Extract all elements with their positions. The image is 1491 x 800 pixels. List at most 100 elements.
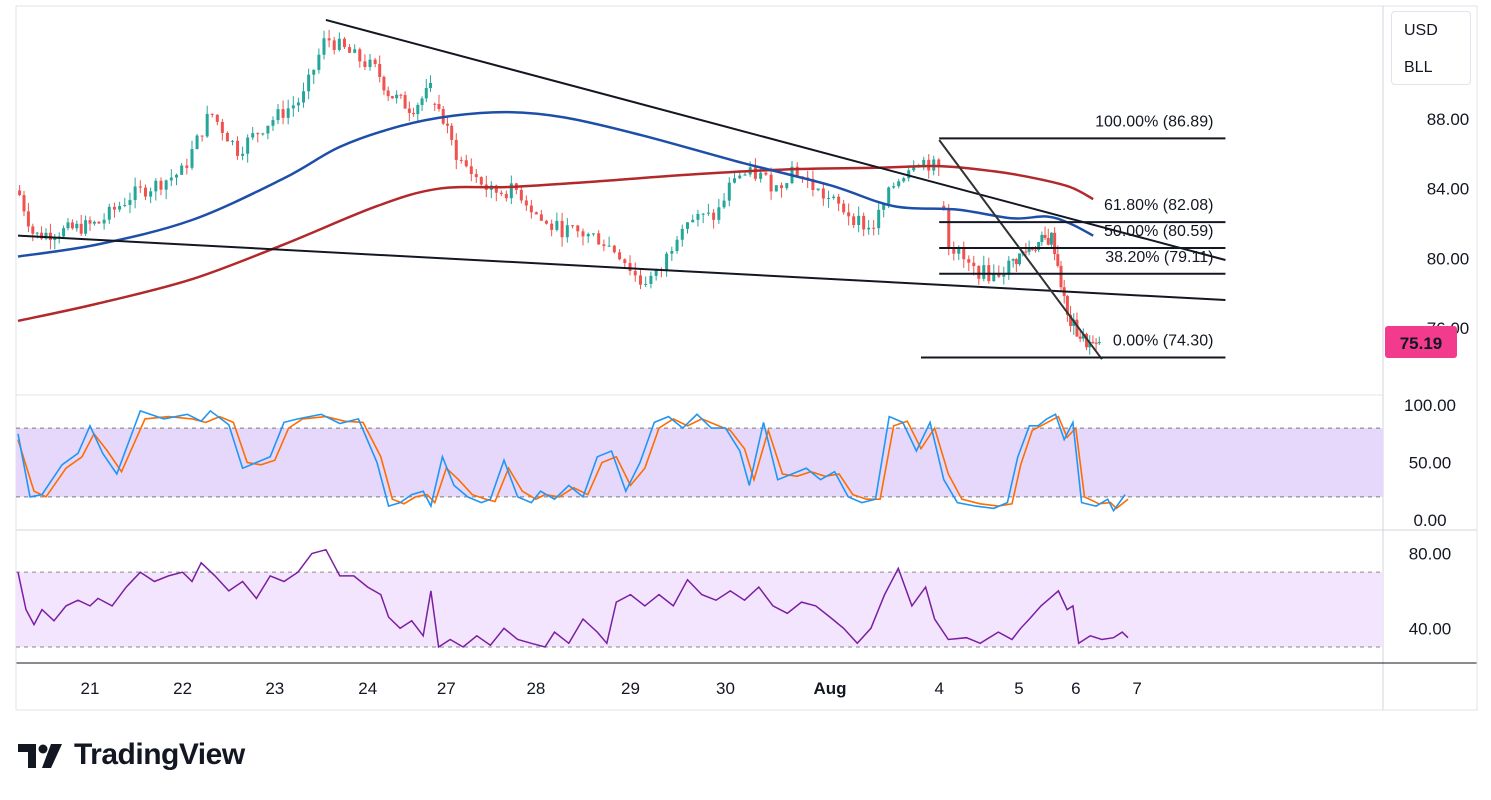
candle-body [633, 270, 637, 276]
indicator-bands [16, 427, 1383, 648]
candle-body [102, 219, 106, 224]
candle-body [1059, 265, 1063, 288]
candle-body [1075, 319, 1079, 337]
candle-body [628, 263, 632, 271]
trendline [938, 139, 1103, 360]
candle-body [317, 54, 321, 70]
candle-body [236, 140, 240, 156]
candle-body [149, 191, 153, 197]
candle-body [867, 227, 871, 230]
candle-body [821, 188, 825, 199]
candle-body [1011, 259, 1015, 261]
candle-body [332, 40, 336, 50]
candle-body [128, 200, 132, 205]
candle-body [1088, 341, 1092, 348]
stoch-tick-label: 0.00 [1413, 511, 1446, 530]
candle-body [571, 225, 575, 227]
candle-body [373, 59, 377, 65]
candle-body [586, 233, 590, 237]
candle-body [420, 98, 424, 105]
candle-body [649, 275, 653, 284]
price-tick-label: 84.00 [1427, 180, 1470, 199]
candle-body [509, 183, 513, 199]
candle-body [544, 220, 548, 224]
candle-body [174, 174, 178, 178]
candle-body [1085, 333, 1089, 348]
candle-body [424, 88, 428, 99]
candle-body [220, 121, 224, 133]
candle-body [22, 195, 26, 212]
candle-body [296, 102, 300, 106]
candle-body [957, 248, 961, 254]
candle-body [872, 227, 876, 229]
brand-name: TradingView [74, 738, 245, 771]
candle-body [499, 192, 503, 194]
candle-body [665, 253, 669, 270]
candle-body [445, 123, 449, 126]
candle-body [35, 232, 39, 234]
candle-body [75, 223, 79, 229]
candle-body [759, 172, 763, 179]
candle-body [358, 49, 362, 62]
candle-body [307, 74, 311, 92]
candle-body [743, 174, 747, 176]
candle-body [382, 76, 386, 91]
time-tick-label: 7 [1132, 679, 1141, 698]
candle-body [1091, 341, 1095, 343]
candle-body [785, 183, 789, 189]
last-price-badge [1385, 325, 1457, 358]
candle-body [992, 273, 996, 282]
price-tick-label: 80.00 [1427, 249, 1470, 268]
candle-body [947, 210, 951, 250]
candle-body [241, 153, 245, 156]
candle-body [327, 38, 331, 41]
candle-body [1078, 336, 1082, 339]
candle-body [769, 174, 773, 192]
ema-slow-line [17, 164, 1094, 323]
drawings: 100.00% (86.89) 61.80% (82.08) 50.00% (80.… [17, 18, 1226, 360]
candle-body [1081, 333, 1085, 339]
time-tick-label: 6 [1071, 679, 1080, 698]
candle-body [88, 220, 92, 224]
candle-body [977, 266, 981, 279]
tradingview-logo-icon [18, 744, 62, 768]
candle-body [565, 225, 569, 238]
stoch-k-line [17, 409, 1126, 513]
candle-body [53, 238, 57, 241]
candle-body [701, 213, 705, 215]
candle-body [225, 132, 229, 142]
candle-body [97, 221, 101, 224]
candle-body [680, 228, 684, 240]
candle-body [733, 178, 737, 183]
candle-body [780, 185, 784, 189]
candle-body [534, 212, 538, 215]
candle-body [459, 159, 463, 161]
candle-body [215, 114, 219, 122]
candle-body [342, 38, 346, 48]
brand-footer[interactable]: TradingView [18, 738, 245, 772]
candle-body [469, 166, 473, 175]
rsi-tick-label: 40.00 [1409, 619, 1452, 638]
currency-unit-box[interactable]: USD BLL [1391, 11, 1471, 85]
candle-body [832, 196, 836, 199]
candle-body [416, 104, 420, 115]
candle-body [322, 38, 326, 55]
candle-body [251, 133, 255, 138]
candle-body [353, 49, 357, 53]
candle-body [962, 248, 966, 260]
fib-level-label: 61.80% (82.08) [1104, 197, 1213, 214]
fib-level-label: 50.00% (80.59) [1104, 223, 1213, 240]
time-tick-label: 21 [81, 679, 100, 698]
candle-body [386, 90, 390, 97]
candle-body [764, 172, 768, 175]
candle-body [454, 139, 458, 160]
chart-frame [15, 5, 1478, 711]
rsi-band [16, 572, 1383, 648]
candle-body [504, 193, 508, 199]
candle-body [1097, 341, 1101, 344]
candle-body [524, 200, 528, 206]
candle-body [112, 206, 116, 210]
time-tick-label: 23 [265, 679, 284, 698]
candle-body [302, 91, 306, 103]
